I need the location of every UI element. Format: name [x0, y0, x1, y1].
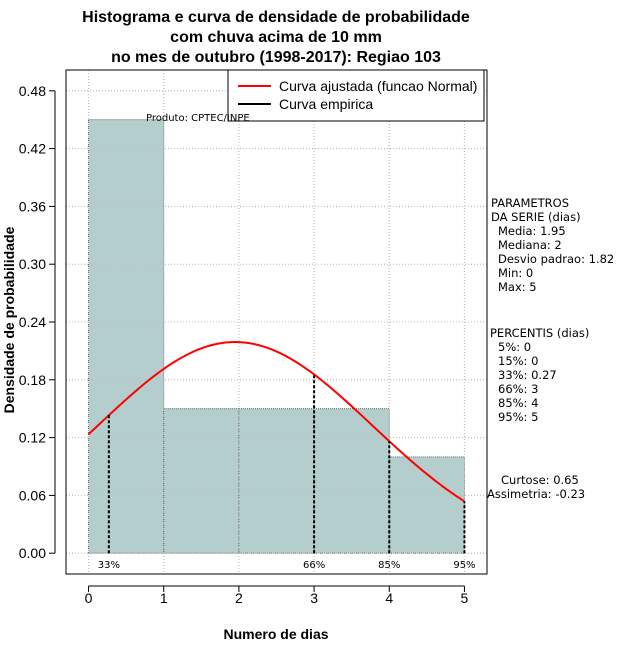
histogram-bar-4 [388, 456, 465, 554]
y-tick-label-7: 0.42 [19, 141, 46, 157]
percentis-p15: 15%: 0 [498, 354, 538, 368]
percentile-markers: 33% 66% 85% 95% [98, 374, 476, 571]
percentis-p66: 66%: 3 [498, 382, 538, 396]
percentile-label-0: 33% [98, 560, 120, 571]
fitted-curve-layer [87, 341, 465, 503]
y-axis-label: Densidade de probabilidade [1, 226, 17, 413]
percentis-header: PERCENTIS (dias) [490, 326, 589, 340]
y-tick-label-1: 0.06 [19, 487, 46, 503]
curtose-text: Curtose: 0.65 [501, 473, 579, 487]
x-axis-label: Numero de dias [223, 626, 328, 642]
percentile-label-3: 95% [453, 560, 475, 571]
grid-over-bars [66, 70, 487, 574]
percentis-panel: PERCENTIS (dias) 5%: 0 15%: 0 33%: 0.27 … [490, 326, 589, 424]
y-tick-label-0: 0.00 [19, 545, 46, 561]
histogram-bar-3 [313, 408, 390, 554]
percentis-p95: 95%: 5 [498, 410, 538, 424]
y-tick-label-5: 0.30 [19, 256, 46, 272]
histogram-bar-1 [163, 408, 240, 554]
histogram-bars [88, 119, 465, 554]
fitted-normal-curve [87, 341, 465, 503]
product-label: Produto: CPTEC/INPE [146, 113, 250, 124]
percentis-p5: 5%: 0 [498, 340, 531, 354]
x-tick-label-3: 3 [310, 590, 318, 606]
legend-box [227, 69, 485, 122]
chart-title-line-2: com chuva acima de 10 mm [170, 29, 382, 46]
y-tick-label-2: 0.12 [19, 430, 46, 446]
axes: 0 1 2 3 4 5 0.00 0.06 0.12 0.18 0.24 0.30 0.36 0.42 0.… [19, 69, 488, 606]
parametros-mediana: Mediana: 2 [498, 238, 562, 252]
parametros-min: Min: 0 [498, 266, 533, 280]
histogram-bar-0 [88, 119, 165, 554]
legend-empirical-label: Curva empirica [279, 96, 373, 112]
x-tick-label-1: 1 [160, 590, 168, 606]
parametros-desvio: Desvio padrao: 1.82 [498, 252, 614, 266]
chart-title-line-1: Histograma e curva de densidade de proba… [82, 9, 470, 26]
parametros-header-1: PARAMETROS [491, 196, 569, 210]
parametros-header-2: DA SERIE (dias) [491, 210, 581, 224]
x-tick-label-0: 0 [85, 590, 93, 606]
percentis-p33: 33%: 0.27 [498, 368, 557, 382]
percentis-p85: 85%: 4 [498, 396, 538, 410]
legend: Curva ajustada (funcao Normal) Curva emp… [227, 69, 485, 122]
parametros-max: Max: 5 [498, 280, 537, 294]
x-tick-label-4: 4 [385, 590, 393, 606]
assimetria-text: Assimetria: -0.23 [487, 487, 585, 501]
x-tick-label-5: 5 [461, 590, 469, 606]
parametros-panel: PARAMETROS DA SERIE (dias) Media: 1.95 M… [491, 196, 614, 294]
y-tick-label-3: 0.18 [19, 372, 46, 388]
y-tick-label-6: 0.36 [19, 198, 46, 214]
legend-fitted-label: Curva ajustada (funcao Normal) [279, 78, 477, 94]
percentile-label-1: 66% [303, 560, 325, 571]
histogram-bar-2 [238, 408, 315, 554]
y-tick-label-4: 0.24 [19, 314, 46, 330]
x-tick-label-2: 2 [235, 590, 243, 606]
chart-title-line-3: no mes de outubro (1998-2017): Regiao 10… [111, 49, 441, 66]
percentile-label-2: 85% [378, 560, 400, 571]
y-tick-label-8: 0.48 [19, 83, 46, 99]
parametros-media: Media: 1.95 [498, 224, 566, 238]
